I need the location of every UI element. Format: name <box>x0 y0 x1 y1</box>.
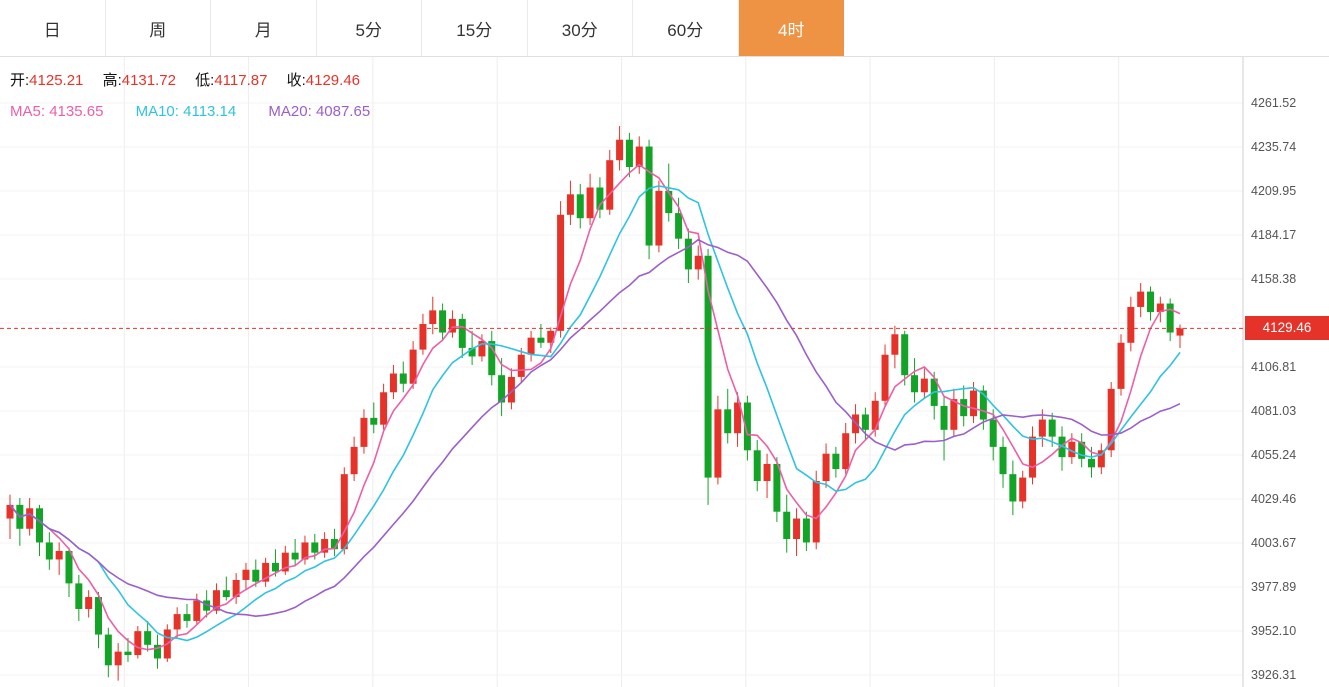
tab-60分[interactable]: 60分 <box>633 0 739 56</box>
tab-月[interactable]: 月 <box>211 0 317 56</box>
open-value: 4125.21 <box>29 72 84 89</box>
y-axis-label: 4055.24 <box>1251 447 1297 462</box>
y-axis-label: 4184.17 <box>1251 227 1297 242</box>
tab-15分[interactable]: 15分 <box>422 0 528 56</box>
y-axis-label: 4158.38 <box>1251 271 1297 286</box>
y-axis-label: 3977.89 <box>1251 579 1297 594</box>
tab-5分[interactable]: 5分 <box>317 0 422 56</box>
y-axis-label: 4029.46 <box>1251 491 1297 506</box>
low-pair: 低:4117.87 <box>195 72 267 89</box>
tab-日[interactable]: 日 <box>0 0 106 56</box>
current-price-badge: 4129.46 <box>1245 316 1329 341</box>
ma5-legend: MA5: 4135.65 <box>10 103 103 120</box>
high-pair: 高:4131.72 <box>103 72 176 89</box>
low-value: 4117.87 <box>214 72 268 89</box>
high-value: 4131.72 <box>121 72 176 89</box>
high-label: 高: <box>102 72 122 89</box>
y-axis-label: 4106.81 <box>1251 359 1297 374</box>
tab-周[interactable]: 周 <box>106 0 211 56</box>
ma20-label: MA20: <box>268 103 312 120</box>
y-axis-label: 3952.10 <box>1251 623 1297 638</box>
y-axis-label: 4003.67 <box>1251 535 1297 550</box>
y-axis-label: 4081.03 <box>1251 403 1297 418</box>
ma20-legend: MA20: 4087.65 <box>268 103 370 120</box>
y-axis-label: 4235.74 <box>1251 139 1297 154</box>
tab-30分[interactable]: 30分 <box>528 0 633 56</box>
close-label: 收: <box>286 72 306 89</box>
close-pair: 收:4129.46 <box>287 72 360 89</box>
timeframe-tabbar: 日周月 5分 15分 30分 60分 4时 <box>0 0 1329 57</box>
ma10-label: MA10: <box>135 103 179 120</box>
ma5-label: MA5: <box>10 103 46 120</box>
ohlc-legend: 开:4125.21 高:4131.72 低:4117.87 收:4129.46 <box>10 69 375 90</box>
ma-legend: MA5: 4135.65 MA10: 4113.14 MA20: 4087.65 <box>10 103 398 120</box>
y-axis-label: 4261.52 <box>1251 96 1297 110</box>
open-label: 开: <box>10 72 30 89</box>
ma10-legend: MA10: 4113.14 <box>136 103 237 120</box>
close-value: 4129.46 <box>305 72 361 89</box>
ma5-value: 4135.65 <box>49 103 104 120</box>
tab-4时[interactable]: 4时 <box>738 0 844 56</box>
y-axis-label: 4209.95 <box>1251 183 1297 198</box>
low-label: 低: <box>195 72 215 89</box>
candlestick-chart[interactable]: 开:4125.21 高:4131.72 低:4117.87 收:4129.46 … <box>0 57 1329 687</box>
ma20-value: 4087.65 <box>315 103 371 120</box>
chart-canvas[interactable] <box>0 57 1329 687</box>
ma10-value: 4113.14 <box>183 103 237 120</box>
open-pair: 开:4125.21 <box>10 72 83 89</box>
y-axis-label: 3926.31 <box>1251 668 1297 682</box>
